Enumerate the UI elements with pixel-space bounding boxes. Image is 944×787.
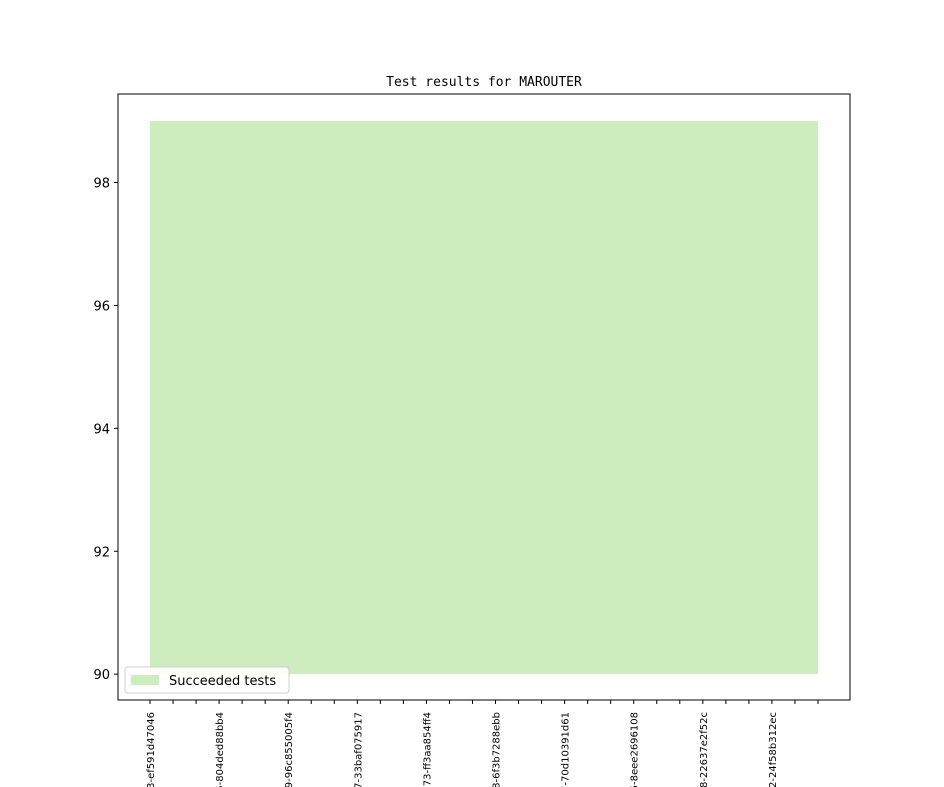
y-tick-label: 92: [93, 545, 110, 560]
x-tick-label: 8-22637e2f52c: [699, 712, 710, 787]
y-tick-label: 94: [93, 422, 110, 437]
chart-title: Test results for MAROUTER: [386, 75, 582, 90]
x-tick-label: 9-96c855005f4: [284, 712, 295, 787]
area: [150, 121, 818, 675]
plot-frame: [117, 93, 851, 701]
y-tick-label: 96: [93, 299, 110, 314]
x-tick-label: 5-804ded88bb4: [215, 712, 226, 787]
legend-swatch: [131, 675, 159, 685]
legend-label: Succeeded tests: [169, 674, 276, 689]
x-tick-label: 5-8eee2696108: [630, 712, 641, 787]
x-tick-label: 2-24f58b312ec: [768, 712, 779, 787]
x-tick-label: 73-ff3aa854ff4: [422, 712, 433, 786]
x-tick-label: 7-70d10391d61: [561, 712, 572, 787]
y-tick-label: 90: [93, 668, 110, 683]
x-tick-label: 8-6f3b7288ebb: [492, 712, 503, 787]
y-tick-label: 98: [93, 177, 110, 192]
legend: Succeeded tests: [124, 666, 290, 694]
x-tick-label: 7-33baf075917: [353, 712, 364, 787]
legend-frame: [124, 666, 290, 694]
x-tick-label: 3-ef591d47046: [146, 712, 157, 787]
